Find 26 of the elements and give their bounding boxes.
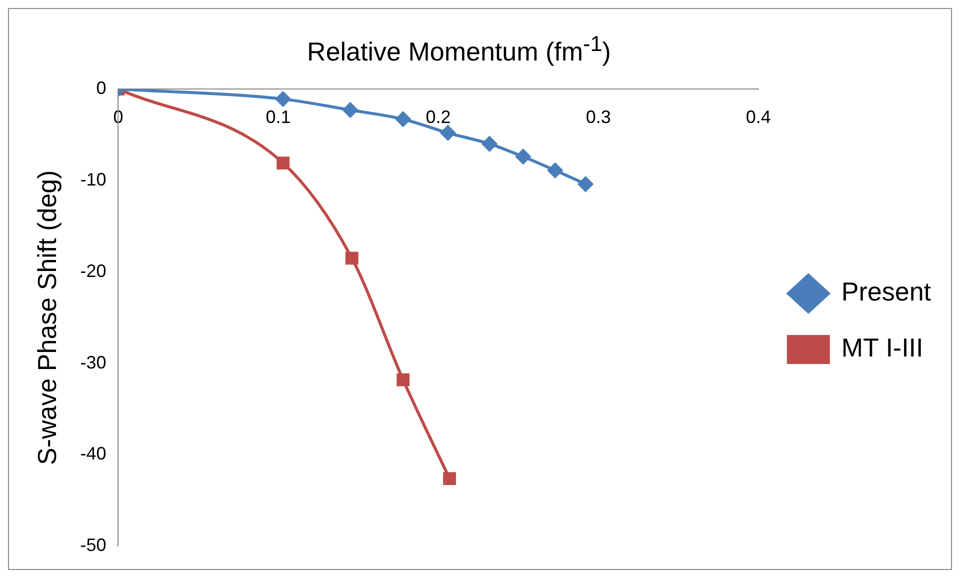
x-tick-label: 0.4 xyxy=(746,106,771,127)
x-axis-title: Relative Momentum (fm$^{-1}$) xyxy=(306,31,612,68)
x-tick-label: 0.2 xyxy=(426,106,451,127)
point xyxy=(276,92,291,107)
y-tick-label: -50 xyxy=(80,535,106,556)
x-tick-label: 0.1 xyxy=(266,106,291,127)
point xyxy=(548,162,563,178)
point xyxy=(342,102,358,118)
x-tick-label: 0.3 xyxy=(586,106,611,127)
point xyxy=(396,112,411,127)
y-tick-label: 0 xyxy=(96,78,106,98)
y-tick-label: -20 xyxy=(80,260,106,281)
point xyxy=(443,472,456,485)
point xyxy=(482,136,498,152)
legend-label: Present xyxy=(841,276,932,307)
y-axis-title: S-wave Phase Shift (deg) xyxy=(32,170,62,466)
legend-label: MT I-III xyxy=(841,332,924,363)
y-tick-label: -30 xyxy=(80,352,106,372)
y-tick-label: -40 xyxy=(80,444,106,464)
point xyxy=(440,125,456,140)
y-tick-label: -10 xyxy=(80,169,106,190)
point xyxy=(516,149,531,164)
point xyxy=(578,176,594,192)
point xyxy=(396,373,410,386)
point xyxy=(345,252,358,265)
point xyxy=(276,156,290,170)
